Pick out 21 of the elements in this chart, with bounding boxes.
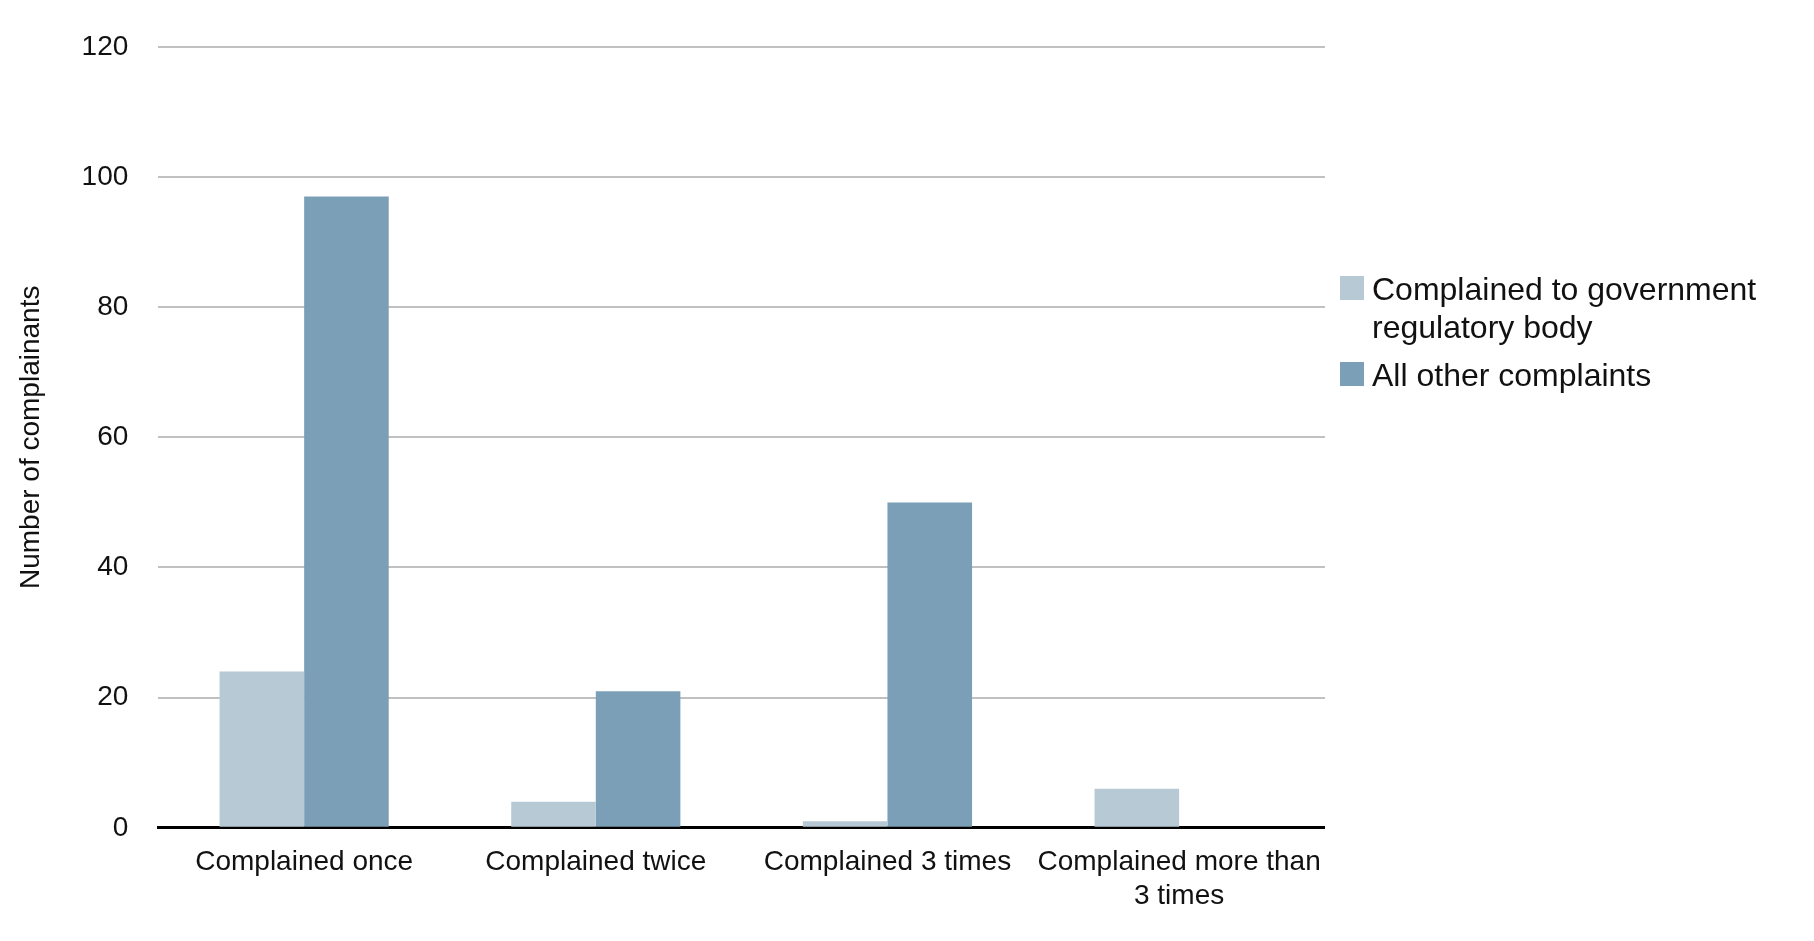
bar <box>1094 788 1180 827</box>
x-tick-label: Complained more than 3 times <box>1037 845 1321 910</box>
bar <box>595 691 681 827</box>
bar <box>802 821 888 827</box>
bar <box>511 801 596 827</box>
y-tick-label: 20 <box>97 680 129 712</box>
bar <box>887 502 973 827</box>
bar <box>304 196 389 827</box>
y-tick-label: 120 <box>81 29 129 61</box>
x-tick-label: Complained twice <box>485 845 707 877</box>
y-axis-title: Number of complainants <box>13 285 45 590</box>
y-tick-label: 0 <box>112 810 129 842</box>
x-tick-label: Complained once <box>195 845 414 877</box>
legend-label: Complained to government regulatory body <box>1372 270 1758 346</box>
x-tick-label: Complained 3 times <box>763 845 1012 877</box>
y-tick-label: 40 <box>97 550 129 582</box>
y-tick-label: 100 <box>81 159 129 191</box>
bar <box>219 671 305 827</box>
y-tick-label: 80 <box>97 289 129 321</box>
y-tick-label: 60 <box>97 420 129 452</box>
legend-label: All other complaints <box>1372 356 1652 394</box>
